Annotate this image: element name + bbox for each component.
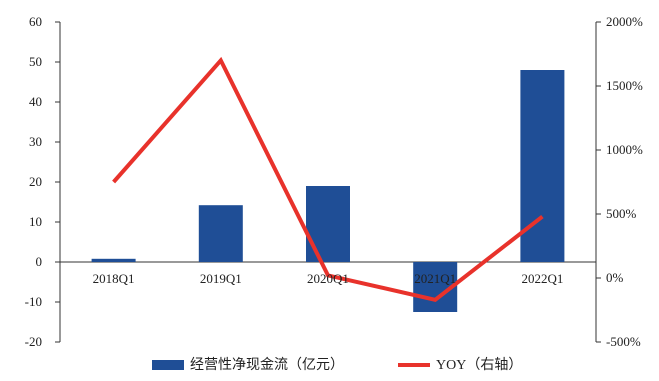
legend: 经营性净现金流（亿元） YOY（右轴）: [152, 357, 522, 373]
bar-2018Q1: [92, 259, 136, 262]
bar-2019Q1: [199, 205, 243, 262]
left-tick-label: 60: [29, 14, 42, 29]
right-tick-label: 1000%: [606, 142, 643, 157]
right-tick-label: 1500%: [606, 78, 643, 93]
right-tick-label: 500%: [606, 206, 637, 221]
legend-bar-swatch: [152, 360, 184, 370]
left-tick-label: -10: [25, 294, 42, 309]
left-tick-label: 30: [29, 134, 42, 149]
left-tick-label: 10: [29, 214, 42, 229]
legend-bar-label: 经营性净现金流（亿元）: [190, 357, 344, 373]
left-tick-label: 40: [29, 94, 42, 109]
left-tick-label: 20: [29, 174, 42, 189]
category-label-2022Q1: 2022Q1: [521, 271, 563, 286]
yoy-line: [114, 60, 543, 299]
line-group: [114, 60, 543, 300]
right-tick-label: 0%: [606, 270, 624, 285]
bar-2022Q1: [520, 70, 564, 262]
category-label-2019Q1: 2019Q1: [200, 271, 242, 286]
legend-line-label: YOY（右轴）: [436, 357, 522, 373]
left-tick-label: 50: [29, 54, 42, 69]
right-tick-label: 2000%: [606, 14, 643, 29]
category-label-2018Q1: 2018Q1: [93, 271, 135, 286]
right-tick-label: -500%: [606, 334, 641, 349]
bar-2020Q1: [306, 186, 350, 262]
category-label-2020Q1: 2020Q1: [307, 271, 349, 286]
left-tick-label: 0: [36, 254, 43, 269]
left-tick-label: -20: [25, 334, 42, 349]
category-label-2021Q1: 2021Q1: [414, 271, 456, 286]
labels-group: 2018Q1 2019Q1 2020Q1 2021Q1 2022Q1: [93, 271, 564, 286]
